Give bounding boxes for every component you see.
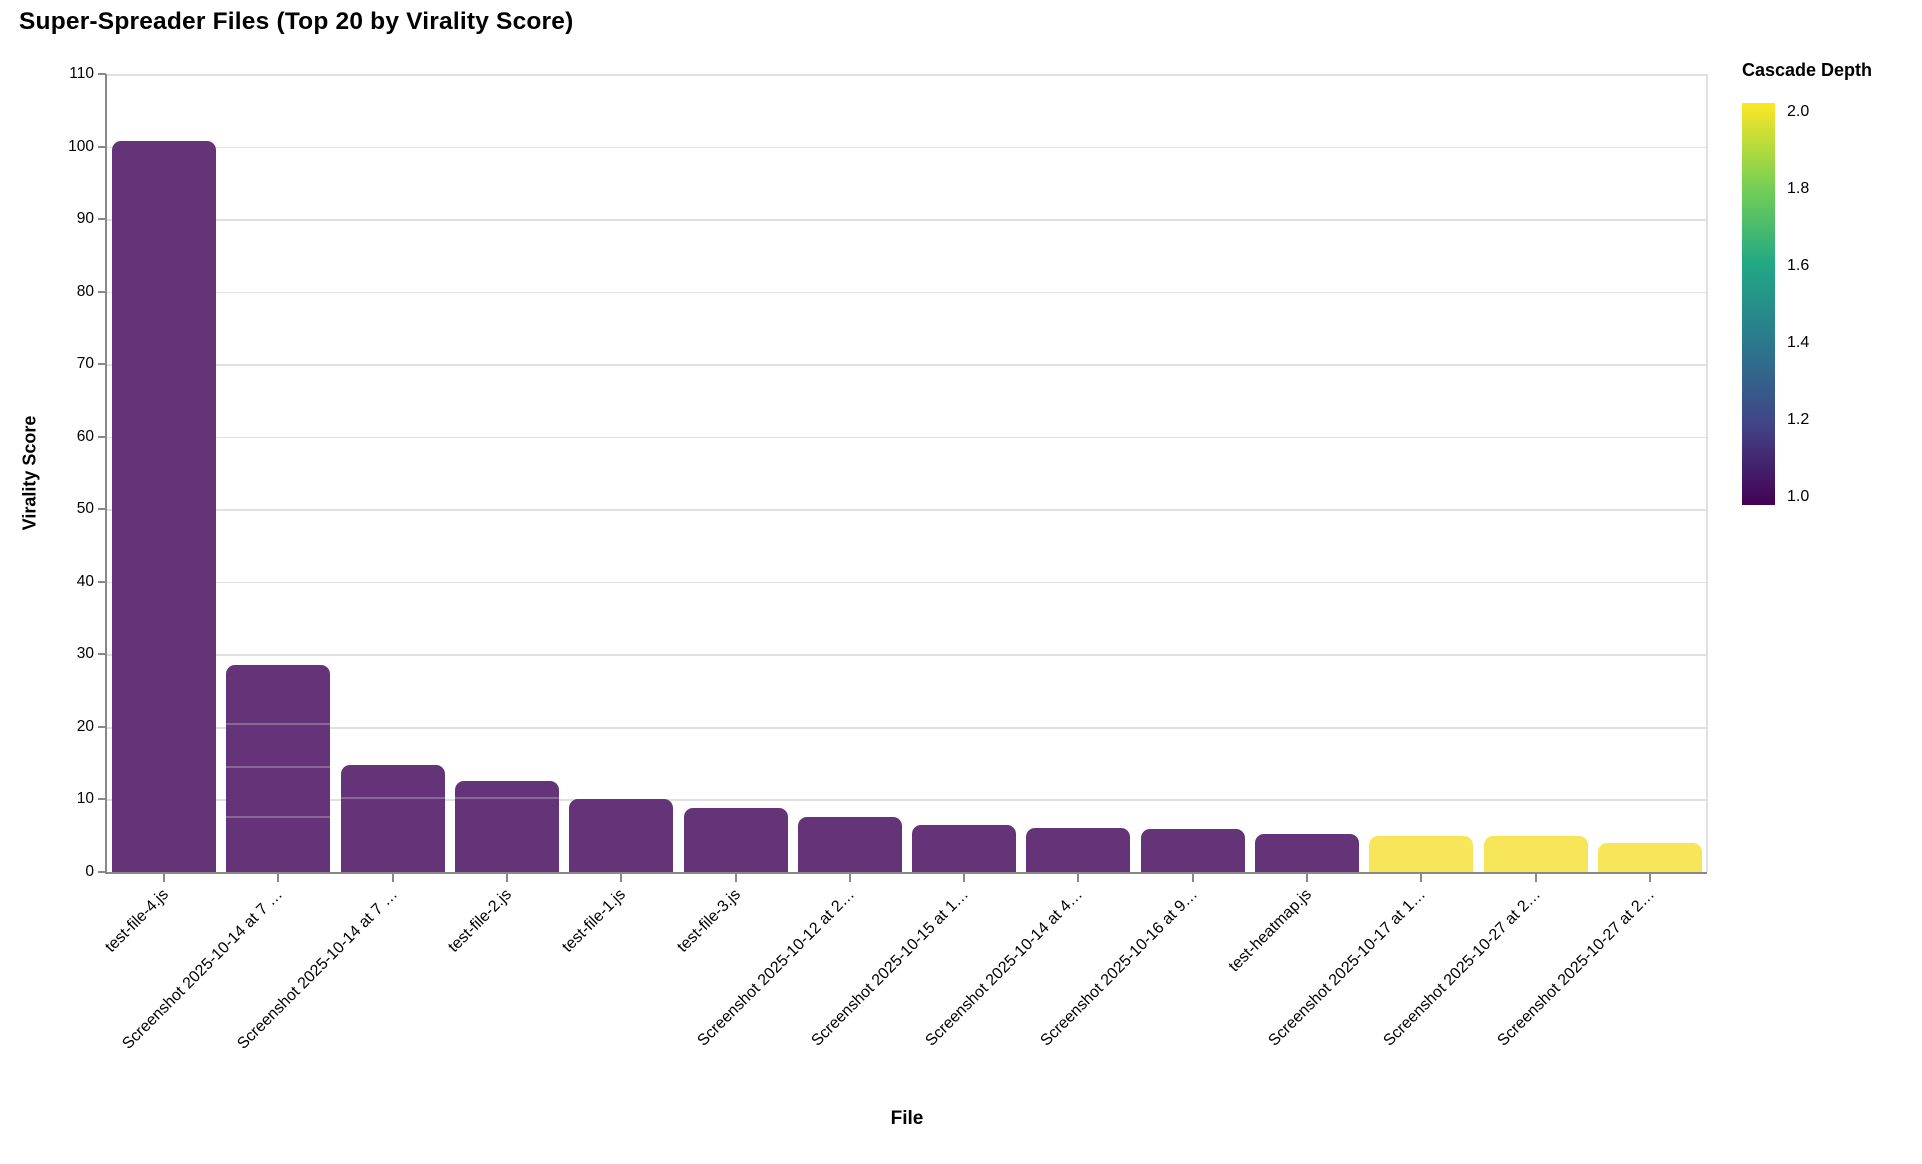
x-tick-mark <box>963 874 966 882</box>
y-tick-label: 110 <box>69 65 94 82</box>
y-tick-mark <box>98 653 106 656</box>
bar-test-file-3.js <box>683 808 788 872</box>
y-gridline-110 <box>107 74 1707 76</box>
y-tick-label: 70 <box>76 355 94 373</box>
bar-Screenshot 2025-10-14 at 4… <box>1026 828 1131 872</box>
bar-Screenshot 2025-10-12 at 2… <box>797 816 902 872</box>
y-gridline-50 <box>107 509 1707 511</box>
bar-test-file-4.js <box>112 141 217 872</box>
x-axis-title: File <box>890 1108 924 1129</box>
x-tick-label: test-heatmap.js <box>1225 886 1316 976</box>
x-tick-label: test-file-3.js <box>673 886 744 956</box>
x-axis-line <box>105 872 1707 874</box>
bar-Screenshot 2025-10-27 at 2… <box>1483 836 1588 872</box>
y-axis-line <box>105 74 107 874</box>
legend-tick-label: 1.4 <box>1787 334 1810 351</box>
x-tick-label: test-file-1.js <box>559 886 630 956</box>
y-gridline-90 <box>107 219 1707 221</box>
x-tick-mark <box>1420 874 1423 882</box>
bar-Screenshot 2025-10-15 at 1… <box>912 824 1017 872</box>
y-gridline-80 <box>107 291 1707 294</box>
y-tick-label: 50 <box>76 500 94 518</box>
y-tick-label: 90 <box>76 210 94 228</box>
legend-tick-label: 1.8 <box>1787 180 1810 197</box>
x-tick-mark <box>1648 874 1651 882</box>
bar-stack-boundary <box>226 766 331 769</box>
bar-Screenshot 2025-10-16 at 9… <box>1140 829 1245 872</box>
x-tick-mark <box>1077 874 1080 882</box>
x-tick-mark <box>391 874 394 882</box>
legend-title: Cascade Depth <box>1742 60 1873 80</box>
y-tick-mark <box>98 798 106 801</box>
y-tick-label: 100 <box>68 137 94 155</box>
y-tick-label: 10 <box>76 790 94 808</box>
y-tick-label: 0 <box>85 863 94 880</box>
y-gridline-20 <box>107 726 1707 729</box>
plot-right-border <box>1706 74 1708 872</box>
y-tick-mark <box>98 508 106 511</box>
legend-tick-label: 1.0 <box>1787 488 1810 505</box>
bar-test-file-1.js <box>569 799 674 872</box>
bar-Screenshot 2025-10-17 at 1… <box>1369 836 1474 872</box>
y-gridline-100 <box>107 146 1707 149</box>
x-tick-mark <box>1191 874 1194 882</box>
y-tick-label: 30 <box>76 645 94 663</box>
legend-tick-label: 1.2 <box>1787 411 1810 428</box>
bar-Screenshot 2025-10-14 at 7 … <box>340 764 445 872</box>
bar-test-heatmap.js <box>1255 834 1359 872</box>
y-tick-label: 40 <box>76 572 94 590</box>
x-tick-mark <box>506 874 508 882</box>
y-tick-mark <box>98 145 106 148</box>
bar-Screenshot 2025-10-14 at 7 … <box>226 665 331 872</box>
y-gridline-30 <box>107 654 1707 656</box>
y-tick-mark <box>98 218 106 221</box>
x-tick-mark <box>163 874 166 882</box>
bar-stack-boundary <box>226 815 331 818</box>
plot-area <box>107 74 1707 872</box>
y-gridline-70 <box>107 364 1707 366</box>
legend-tick-label: 2.0 <box>1787 103 1810 120</box>
y-tick-mark <box>98 363 106 366</box>
x-tick-mark <box>1306 874 1308 882</box>
y-gridline-60 <box>107 436 1707 439</box>
x-tick-mark <box>848 874 851 882</box>
y-gridline-40 <box>107 581 1707 584</box>
x-tick-mark <box>620 874 623 882</box>
x-tick-mark <box>1534 874 1537 882</box>
y-tick-label: 60 <box>76 427 94 445</box>
bar-test-file-2.js <box>455 780 559 872</box>
y-tick-mark <box>98 435 106 438</box>
y-tick-label: 80 <box>76 282 94 300</box>
y-gridline-10 <box>107 799 1707 802</box>
chart-title: Super-Spreader Files (Top 20 by Virality… <box>19 8 574 35</box>
x-tick-label: test-file-2.js <box>445 886 516 956</box>
bar-stack-boundary <box>455 797 559 800</box>
y-tick-mark <box>98 725 106 728</box>
x-tick-label: test-file-4.js <box>102 886 173 956</box>
bar-stack-boundary <box>226 722 331 725</box>
legend-tick-label: 1.6 <box>1787 257 1810 274</box>
y-tick-mark <box>98 73 106 75</box>
y-tick-mark <box>98 580 106 583</box>
bar-stack-boundary <box>340 797 445 800</box>
y-tick-mark <box>98 871 106 873</box>
x-tick-mark <box>277 874 280 882</box>
x-tick-mark <box>734 874 737 882</box>
bar-Screenshot 2025-10-27 at 2… <box>1597 842 1702 872</box>
y-tick-mark <box>98 290 106 293</box>
legend-gradient-bar <box>1742 103 1775 505</box>
y-tick-label: 20 <box>76 717 94 735</box>
